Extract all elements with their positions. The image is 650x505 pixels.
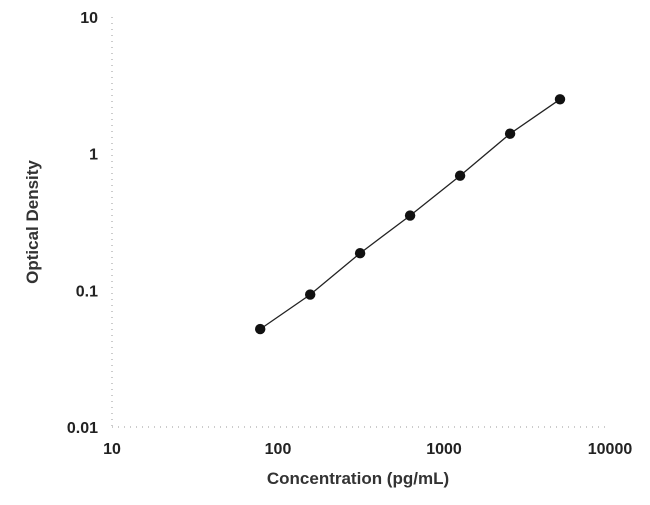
x-axis-label: Concentration (pg/mL) <box>267 469 449 488</box>
y-axis-label: Optical Density <box>23 160 42 284</box>
y-tick-label-3: 10 <box>80 10 98 27</box>
data-point-5 <box>504 128 516 139</box>
x-tick-label-2: 1000 <box>426 441 462 458</box>
data-point-3 <box>404 210 416 221</box>
x-axis-ticks: 10 100 1000 10000 <box>103 441 632 458</box>
data-point-6 <box>554 94 566 105</box>
data-point-0 <box>255 323 266 335</box>
data-point-1 <box>305 289 316 300</box>
y-axis-ticks: 0.01 0.1 1 10 <box>67 10 98 437</box>
y-tick-label-1: 0.1 <box>76 283 98 300</box>
x-tick-label-0: 10 <box>103 441 121 458</box>
y-tick-label-2: 1 <box>89 147 98 164</box>
x-tick-label-1: 100 <box>265 441 292 458</box>
axes <box>111 17 610 428</box>
data-points <box>255 94 566 335</box>
data-point-4 <box>454 170 466 181</box>
x-tick-label-3: 10000 <box>588 441 633 458</box>
y-tick-label-0: 0.01 <box>67 420 98 437</box>
data-point-2 <box>354 248 366 259</box>
